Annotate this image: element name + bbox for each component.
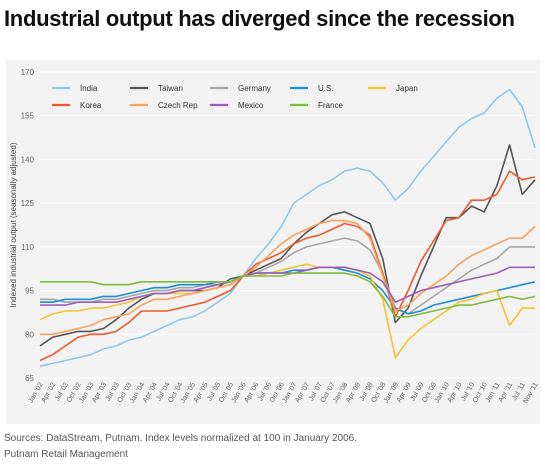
- y-tick-label: 125: [21, 199, 35, 208]
- legend-label: Mexico: [238, 101, 264, 110]
- credit-note: Putnam Retail Management: [4, 449, 128, 460]
- legend-label: India: [80, 84, 98, 93]
- y-tick-label: 95: [25, 287, 34, 296]
- legend-label: Japan: [396, 84, 418, 93]
- series-line-mexico: [40, 266, 535, 306]
- y-tick-label: 80: [25, 330, 34, 339]
- legend-label: Korea: [80, 101, 102, 110]
- legend-label: France: [318, 101, 343, 110]
- series-line-france: [40, 272, 536, 318]
- legend-label: Taiwan: [158, 84, 183, 93]
- y-tick-label: 140: [21, 155, 35, 164]
- series-line-india: [39, 88, 536, 368]
- series-line-korea: [39, 170, 536, 362]
- series-line-czech-rep: [40, 219, 536, 336]
- legend-label: Germany: [238, 84, 271, 93]
- chart-title: Industrial output has diverged since the…: [4, 6, 515, 31]
- y-tick-label: 65: [25, 374, 34, 383]
- legend-label: Czech Rep: [158, 101, 198, 110]
- y-axis-label: Indexed industrial output (seasonally ad…: [9, 142, 18, 307]
- y-tick-label: 155: [21, 112, 35, 121]
- y-tick-label: 110: [21, 243, 34, 252]
- plot-background: [6, 60, 540, 424]
- source-note: Sources: DataStream, Putnam. Index level…: [4, 433, 357, 444]
- series-line-taiwan: [39, 144, 536, 347]
- series-line-u-s-: [40, 266, 536, 315]
- y-tick-label: 170: [21, 68, 35, 77]
- legend-label: U.S.: [318, 84, 334, 93]
